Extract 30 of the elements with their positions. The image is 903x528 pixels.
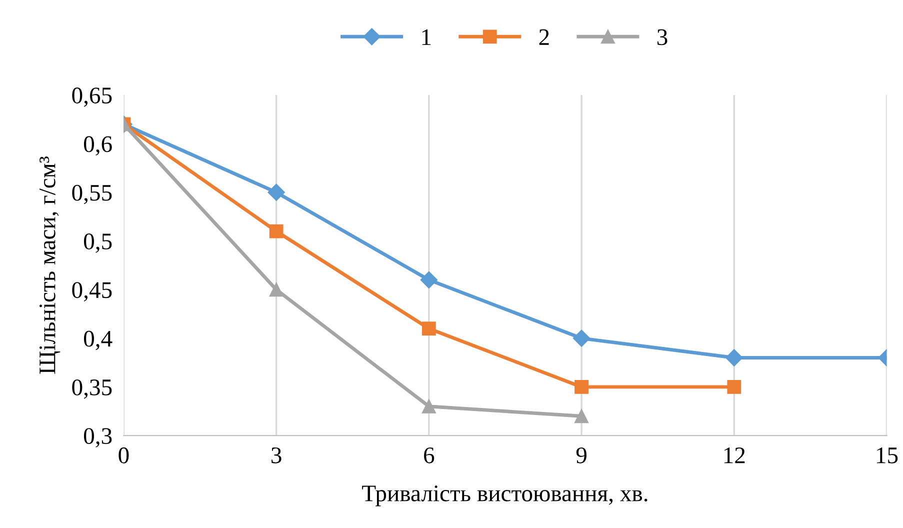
point [422,399,436,414]
x-tick-label: 12 [724,447,745,464]
y-tick-label: 0,45 [72,282,112,302]
point [574,380,588,394]
y-axis-title: Щільність маси, г/см³ [40,156,60,374]
point [268,184,285,201]
y-tick-label: 0,3 [84,428,112,448]
x-tick-label: 6 [424,447,434,464]
x-tick-label: 0 [118,447,129,464]
y-tick-label: 0,65 [72,88,112,107]
point [420,271,438,288]
legend-label: 3 [657,29,668,46]
y-tick-label: 0,5 [84,233,112,253]
point [574,409,588,424]
legend-label: 2 [539,29,549,45]
x-tick-label: 3 [272,447,282,464]
y-tick-label: 0,55 [72,184,112,204]
x-tick-label: 15 [877,448,898,464]
point [269,224,284,238]
point [422,322,436,336]
y-tick-label: 0,4 [84,330,112,350]
legend-label: 1 [422,29,431,45]
y-tick-label: 0,6 [84,136,112,156]
x-axis-title: Тривалість вистоювання, хв. [362,486,648,506]
point [726,349,743,366]
point [269,282,284,297]
point [572,330,590,347]
x-tick-label: 9 [576,447,586,464]
y-tick-label: 0,35 [72,379,112,399]
point [727,380,742,394]
